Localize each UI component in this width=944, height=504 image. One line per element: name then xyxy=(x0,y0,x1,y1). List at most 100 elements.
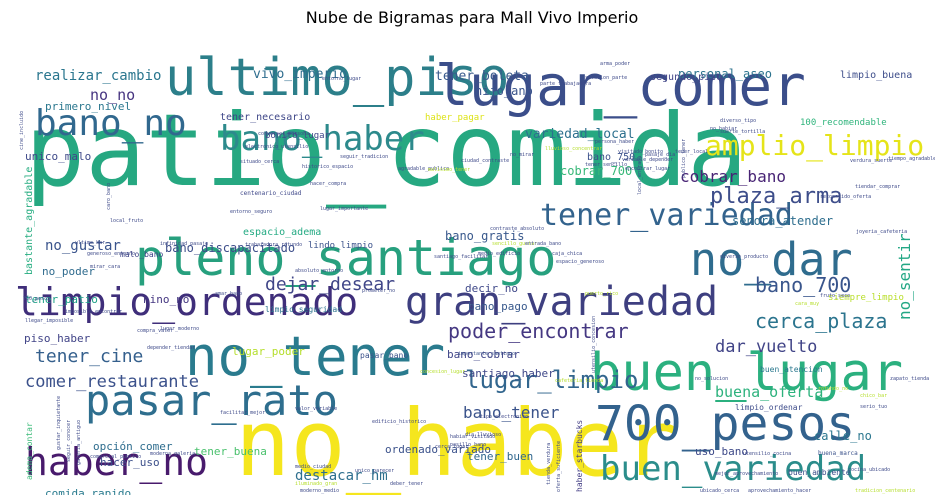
word-limpio-ordenar: limpio_ordenar xyxy=(735,403,803,412)
word-siempre-limpio: siempre_limpio xyxy=(828,293,904,303)
word-cafeteria-tienda: cafeteria_tienda xyxy=(555,378,603,384)
word-imposible-encontrar: imposible_encontrar xyxy=(65,309,122,315)
word-primero-nivel: primero_nivel xyxy=(45,100,131,113)
word-pasar-bano: pasar_bano xyxy=(360,351,408,360)
chart-title: Nube de Bigramas para Mall Vivo Imperio xyxy=(305,8,639,27)
word-utensilio-concesion: utensilio_concesion xyxy=(591,316,597,373)
word-limpio-ordenado: limpio_ordenado xyxy=(15,280,358,325)
word-oferta-suficiente: oferta_suficiente xyxy=(556,441,562,492)
word-situado-cerca: situado_cerca xyxy=(240,159,279,165)
word-entorno-seguro: entorno_seguro xyxy=(230,209,272,215)
word-unico-parecer: unico_parecer xyxy=(355,468,394,474)
word-dar-vuelto: dar_vuelto xyxy=(715,337,817,357)
word-calle-no: calle_no xyxy=(814,429,872,443)
word-lindo-limpio: lindo_limpio xyxy=(308,241,373,251)
word-pasaje-dia: pasaje_dia xyxy=(645,152,675,158)
word-bano-no: bano_no xyxy=(35,103,187,144)
word-tener-variedad: tener_variedad xyxy=(540,198,793,233)
word-tener-cine: tener_cine xyxy=(35,346,143,367)
word-electronico-utensilio: electronico_utensilio xyxy=(245,144,308,150)
word-tiendar-comprar: tiendar_comprar xyxy=(855,184,900,190)
word-unico-malo: unico_malo xyxy=(25,150,91,163)
word-tener-patio: tener_patio xyxy=(25,293,98,306)
word-publico-tener: publico_tener xyxy=(681,139,687,178)
word-suerte-tortilla: suerte_tortilla xyxy=(720,129,765,135)
word-amplio-limpio: amplio_limpio xyxy=(705,129,924,163)
word-medio-edificio: medio_edificio xyxy=(478,251,520,257)
word-cara-muy: cara_muy xyxy=(795,301,819,307)
word-no-solucion: no_solucion xyxy=(695,376,728,382)
word-tener-sencillo: tener_sencillo xyxy=(585,162,627,168)
word-ciudad-contraste: ciudad_contraste xyxy=(461,158,509,164)
word-depender-tiendar: depender_tiendar xyxy=(147,345,195,351)
word-segundo-piso: segundo_piso xyxy=(650,72,722,83)
word-bano-750: bano_750 xyxy=(587,152,635,163)
word-no-haber: no_haber xyxy=(235,390,678,495)
word-vivo-imperio: vivo_imperio xyxy=(253,67,347,82)
word-dejar-desear: dejar_desear xyxy=(265,274,395,295)
word-santiago-haber: santiago_haber xyxy=(462,367,555,380)
word-local-fruto: local_fruto xyxy=(110,218,143,224)
word-cocina-ubicado: cocina_ubicado xyxy=(848,467,890,473)
word-750-pesos: 750_pesos xyxy=(23,296,50,302)
word-cerca-lugar: cerca_lugar xyxy=(435,444,468,450)
word-haber-no: haber_no xyxy=(25,440,208,485)
word-bano-cobrar: bano_cobrar xyxy=(447,348,520,361)
word-no-tener: no_tener xyxy=(185,325,445,388)
word-hijo-ano: hijo_ano xyxy=(475,84,533,98)
word-tiempo-agradable: tiempo_agradable xyxy=(888,156,935,162)
word-lluvioso-concentrar: lluvioso_concentrar xyxy=(545,146,602,152)
word-no-dar: no_dar xyxy=(690,233,853,286)
word-medio-ciudad: medio_ciudad xyxy=(295,464,331,470)
word-dia-lluvioso: dia_lluvioso xyxy=(465,432,501,438)
word-decir-no: decir_no xyxy=(465,282,518,295)
word-tener-buena: tener_buena xyxy=(194,445,267,458)
word-diverso-producto: diverso_producto xyxy=(720,254,768,260)
word-cerca-plaza: cerca_plaza xyxy=(755,309,887,333)
word-joyeria-cafeteria: joyeria_cafeteria xyxy=(856,229,907,235)
word-plaza-arma: plaza_arma xyxy=(710,184,842,209)
word-seguir-tradicion: seguir_tradicion xyxy=(340,154,388,160)
word-senora-atender: senora_atender xyxy=(732,214,833,228)
word-haber-pagar: haber_pagar xyxy=(425,113,485,123)
word-nino-no: nino_no xyxy=(143,293,189,306)
word-amar-bano: amar_bano xyxy=(215,291,242,297)
word-ordenado-variado: ordenado_variado xyxy=(385,443,491,456)
word-poder-encontrar: poder_encontrar xyxy=(448,319,629,343)
word-llegar-imposible: llegar_imposible xyxy=(25,318,73,324)
word-edificio-historico: edificio_historico xyxy=(372,419,426,425)
word-local-entrada: local_entrada xyxy=(637,156,643,195)
word-cine-incluido: cine_incluido xyxy=(19,111,25,150)
word-lugar-limpio: lugar_limpio xyxy=(465,366,638,394)
word-opci-n-comer: opción_comer xyxy=(93,440,173,453)
word-agradable-publico: agradable_publico xyxy=(398,166,449,172)
word-no-sentir: no_sentir xyxy=(895,233,914,320)
word-moderno-medio: moderno_medio xyxy=(300,488,339,494)
word-tipo-electronico: tipo_electronico xyxy=(480,414,528,420)
word-cloud-svg: patio_comida no_haber lugar_comerultimo_pi… xyxy=(15,48,935,495)
word-adema-contar: adema_contar xyxy=(25,422,34,480)
word-comercial-publico: comercial_publico xyxy=(90,454,141,460)
word-caja-chica: caja_chica xyxy=(552,251,582,257)
word-verdura-suerte: verdura_suerte xyxy=(850,158,892,164)
word-espacio-adema: espacio_adema xyxy=(243,227,321,238)
word-no-mirar: no_mirar xyxy=(510,152,534,158)
word-conversar-persona: conversar_persona xyxy=(258,131,309,137)
word-hacer-compra: hacer_compra xyxy=(310,181,346,187)
word-rotundo-no: rotundo_no xyxy=(818,386,848,392)
word-cloud: patio_comida no_haber lugar_comer ultimo_pi… xyxy=(10,30,935,495)
word-patio-comida: patio_comida xyxy=(25,92,747,209)
word-gustar-inquietante: gustar_inquietante xyxy=(56,396,62,450)
word-buen-variedad: buen_variedad xyxy=(600,449,866,489)
word-tener-boleta: tener_boleta xyxy=(435,69,529,84)
word-reconocido-oferta: reconocido_oferta xyxy=(820,194,871,200)
word-variable-depender: variable_depender xyxy=(622,157,673,163)
word-encontrar-lugar: encontrar_lugar xyxy=(625,166,670,172)
word-ultimo-bar: ultimo_bar xyxy=(75,240,105,246)
word-hacer-uso: hacer_uso xyxy=(100,456,160,469)
word-parte-trabajadora: parte_trabajadora xyxy=(540,81,591,87)
word-100-recomendable: 100_recomendable xyxy=(800,118,887,128)
word-valor-variable: valor_variable xyxy=(295,406,337,412)
word-zapato-tienda: zapato_tienda xyxy=(890,376,929,382)
word-pasar-rato: pasar_rato xyxy=(85,376,338,425)
